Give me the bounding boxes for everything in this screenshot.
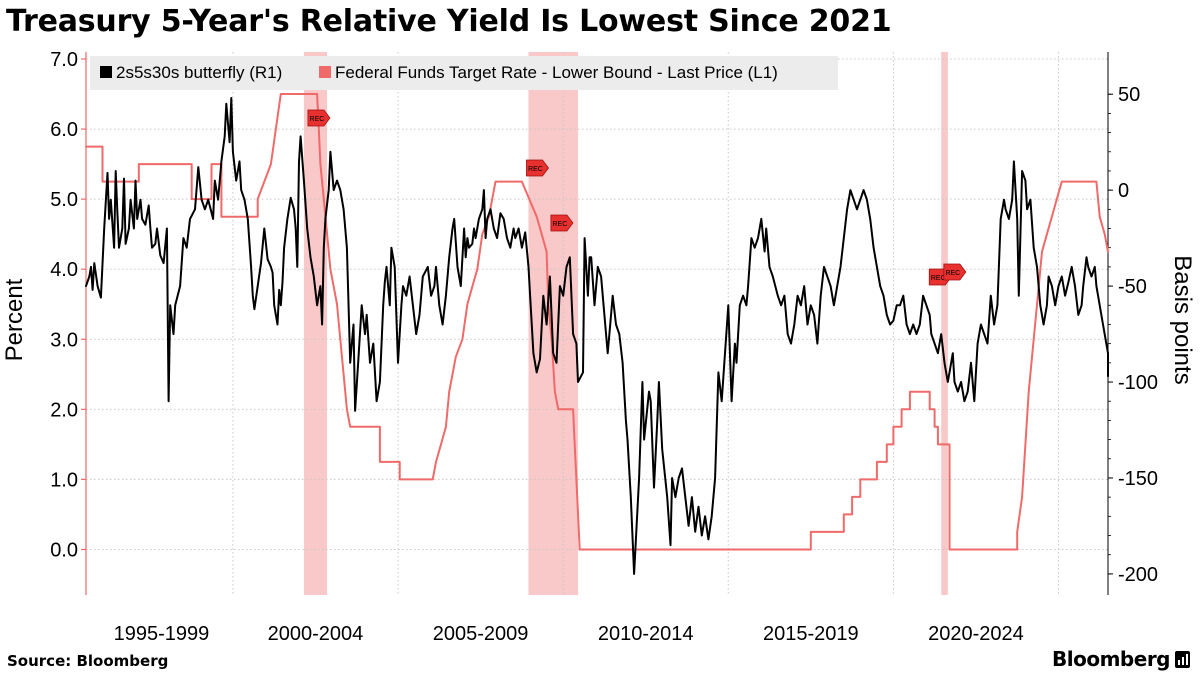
- rec-marker-label: REC: [553, 221, 568, 228]
- rec-marker: REC: [943, 263, 967, 281]
- fed-funds-line: [85, 93, 1109, 551]
- brand-logo: Bloomberg: [1052, 647, 1170, 671]
- chart-title: Treasury 5-Year's Relative Yield Is Lowe…: [6, 4, 892, 39]
- right-tick-label: -200: [1118, 564, 1158, 586]
- recession-band-1: [303, 52, 328, 595]
- rec-marker-shape: [550, 214, 574, 232]
- recession-band-2: [528, 52, 579, 595]
- source-note: Source: Bloomberg: [7, 652, 169, 670]
- rec-marker: REC: [526, 159, 549, 177]
- rec-marker: REC: [307, 109, 331, 127]
- legend-label-fed-funds: Federal Funds Target Rate - Lower Bound …: [335, 63, 778, 82]
- legend-box: 2s5s30s butterfly (R1) Federal Funds Targ…: [90, 56, 838, 90]
- x-period-label: 2000-2004: [268, 623, 364, 645]
- left-tick-label: 6.0: [50, 119, 78, 141]
- right-tick-label: -150: [1118, 468, 1158, 490]
- axes: 0.0 1.0 2.0 3.0 4.0 5.0 6.0 7.0 -200 -150 -100 -50 0…: [50, 49, 1158, 645]
- brand-mark-icon: [1175, 651, 1190, 668]
- left-tick-label: 3.0: [50, 329, 78, 351]
- right-tick-label: 50: [1118, 84, 1140, 106]
- rec-marker-shape: [307, 109, 331, 127]
- recession-shading: [303, 52, 948, 595]
- legend: 2s5s30s butterfly (R1) Federal Funds Targ…: [90, 56, 838, 90]
- left-tick-label: 5.0: [50, 189, 78, 211]
- right-tick-label: 0: [1118, 180, 1129, 202]
- x-period-label: 2020-2024: [928, 623, 1024, 645]
- legend-swatch-butterfly: [100, 66, 112, 78]
- left-axis-label: Percent: [1, 278, 28, 361]
- left-tick-label: 0.0: [50, 539, 78, 561]
- butterfly-line: [85, 97, 1109, 575]
- gridlines: [86, 52, 1108, 595]
- rec-marker-shape: [943, 263, 967, 281]
- left-tick-label: 1.0: [50, 469, 78, 491]
- right-tick-label: -100: [1118, 372, 1158, 394]
- x-period-label: 2015-2019: [763, 623, 859, 645]
- left-tick-label: 7.0: [50, 49, 78, 71]
- right-tick-label: -50: [1118, 276, 1147, 298]
- x-period-label: 1995-1999: [114, 623, 210, 645]
- rec-marker: REC: [550, 214, 574, 232]
- left-tick-label: 4.0: [50, 259, 78, 281]
- x-period-label: 2010-2014: [598, 623, 694, 645]
- right-axis-label: Basis points: [1169, 255, 1196, 384]
- rec-marker-label: REC: [310, 116, 325, 123]
- left-tick-label: 2.0: [50, 399, 78, 421]
- series-lines: [85, 93, 1109, 575]
- rec-marker-label: REC: [931, 275, 946, 282]
- legend-swatch-fed-funds: [319, 66, 331, 78]
- x-period-label: 2005-2009: [433, 623, 529, 645]
- legend-label-butterfly: 2s5s30s butterfly (R1): [116, 63, 282, 82]
- rec-marker-label: REC: [528, 166, 543, 173]
- rec-marker-shape: [526, 159, 549, 177]
- rec-marker-label: REC: [945, 270, 960, 277]
- legend-background: [90, 56, 838, 90]
- recession-band-3: [941, 52, 948, 595]
